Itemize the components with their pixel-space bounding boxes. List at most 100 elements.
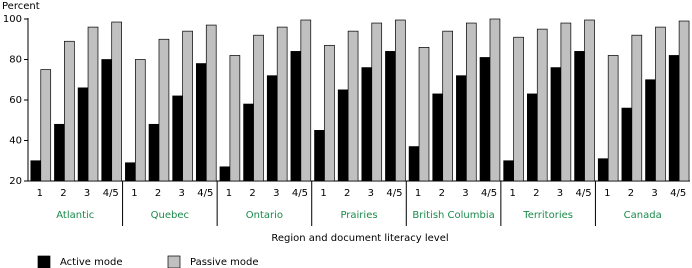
group-label: Territories [522, 210, 573, 221]
x-tick-label: 2 [60, 188, 66, 199]
bar [253, 34, 264, 182]
y-axis-label: Percent [2, 1, 40, 12]
bar [30, 160, 42, 182]
group-label: Canada [624, 210, 662, 221]
bar [574, 51, 585, 182]
x-tick-label: 1 [226, 188, 232, 199]
group-label: Ontario [246, 210, 283, 221]
x-tick-label: 4/5 [386, 188, 402, 199]
bar [111, 21, 122, 182]
bar [266, 75, 278, 182]
x-tick-label: 1 [131, 188, 137, 199]
bar [182, 30, 193, 182]
bar [324, 44, 335, 182]
bar [300, 19, 312, 182]
bar [229, 55, 241, 182]
y-tick-label: 20 [9, 176, 22, 187]
legend-label: Passive mode [190, 257, 259, 268]
bar [655, 26, 666, 182]
bar [418, 46, 430, 182]
legend-swatch [37, 255, 51, 268]
x-tick-label: 4/5 [481, 188, 497, 199]
group-label: British Columbia [412, 210, 494, 221]
bar [371, 22, 383, 182]
bar [550, 67, 562, 182]
y-tick-label: 100 [3, 14, 22, 25]
x-tick-label: 1 [320, 188, 326, 199]
y-tick-label: 60 [9, 95, 22, 106]
x-tick-label: 3 [462, 188, 468, 199]
bar [219, 166, 231, 182]
group-label: Quebec [151, 210, 189, 221]
bar [536, 28, 548, 182]
bar [125, 162, 136, 182]
x-tick-label: 2 [439, 188, 445, 199]
bar [243, 103, 254, 182]
bar [195, 63, 207, 182]
bar [395, 19, 406, 182]
bar [347, 30, 359, 182]
bar [40, 69, 52, 182]
group-label: Atlantic [56, 210, 94, 221]
x-tick-label: 4/5 [576, 188, 592, 199]
bar [64, 40, 75, 182]
x-tick-label: 4/5 [670, 188, 686, 199]
bar [290, 51, 302, 182]
bar [361, 67, 373, 182]
bar [668, 55, 680, 182]
bar [77, 87, 89, 182]
x-tick-label: 4/5 [292, 188, 308, 199]
legend-label: Active mode [60, 257, 122, 268]
bar [597, 158, 609, 182]
x-tick-label: 1 [604, 188, 610, 199]
bar [442, 30, 453, 182]
x-tick-label: 2 [155, 188, 161, 199]
x-tick-label: 2 [533, 188, 539, 199]
bar [456, 75, 467, 182]
x-tick-label: 2 [628, 188, 634, 199]
bar [479, 57, 491, 182]
x-tick-label: 3 [651, 188, 657, 199]
bar [678, 20, 690, 182]
bar [54, 123, 65, 182]
group-label: Prairies [340, 210, 377, 221]
x-tick-label: 3 [178, 188, 184, 199]
bar [87, 26, 99, 182]
x-tick-label: 1 [509, 188, 515, 199]
bar [276, 26, 288, 182]
bar [489, 18, 501, 182]
bar [101, 59, 113, 182]
x-tick-label: 1 [415, 188, 421, 199]
x-tick-label: 1 [37, 188, 43, 199]
x-tick-label: 3 [273, 188, 279, 199]
x-tick-label: 2 [249, 188, 255, 199]
bar [385, 51, 396, 182]
bar [607, 55, 619, 182]
x-axis-label: Region and document literacy level [271, 233, 448, 244]
bar [134, 59, 146, 182]
x-tick-label: 4/5 [197, 188, 213, 199]
x-tick-label: 4/5 [103, 188, 119, 199]
x-tick-label: 3 [557, 188, 563, 199]
bar [205, 24, 217, 182]
legend-swatch [167, 255, 181, 268]
bar [560, 22, 572, 182]
bar [408, 146, 420, 182]
bar [621, 107, 633, 182]
bar [631, 34, 643, 182]
bar [432, 93, 444, 182]
bar [148, 123, 160, 182]
bar [526, 93, 538, 182]
x-tick-label: 3 [368, 188, 374, 199]
bar [465, 22, 477, 182]
bar [584, 19, 595, 182]
bar [172, 95, 183, 182]
bar [513, 36, 524, 182]
bar [158, 38, 170, 182]
bar [503, 160, 514, 182]
y-tick-label: 40 [9, 136, 22, 147]
bar [314, 130, 325, 182]
bar [645, 79, 656, 182]
bar [337, 89, 349, 182]
